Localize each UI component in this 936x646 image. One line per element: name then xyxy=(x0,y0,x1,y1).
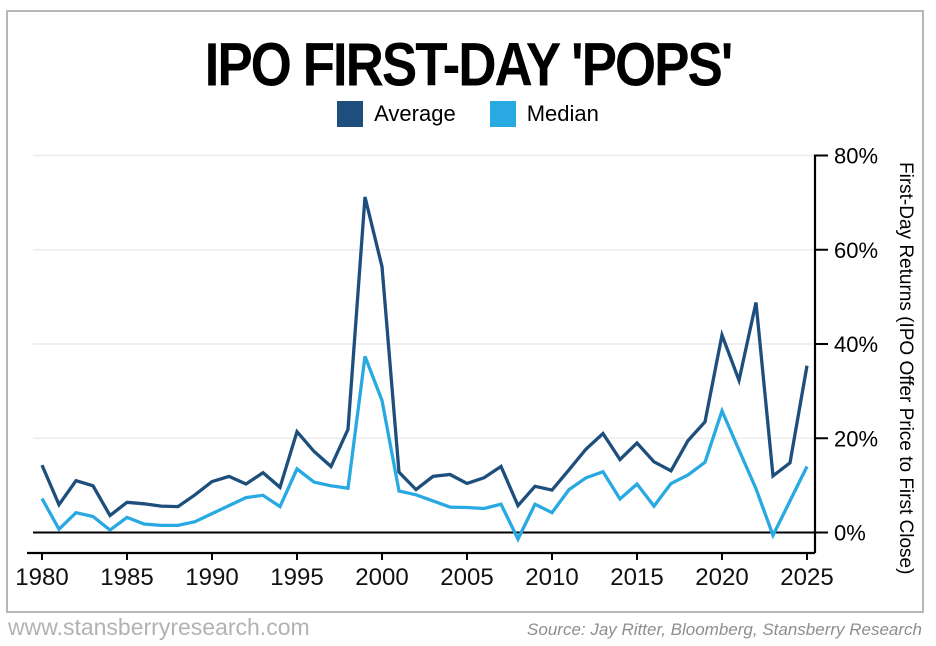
chart-card xyxy=(6,10,924,613)
average-swatch-icon xyxy=(337,101,364,127)
median-line xyxy=(40,355,809,543)
y-tick-label: 40% xyxy=(834,332,878,357)
legend: Average Median xyxy=(0,101,936,127)
y-tick-label: 80% xyxy=(834,144,878,169)
y-tick-label: 0% xyxy=(834,521,866,546)
legend-label-median: Median xyxy=(526,101,599,126)
footer-website: www.stansberryresearch.com xyxy=(8,614,310,640)
x-tick-label: 2015 xyxy=(610,564,663,591)
x-tick-label: 2000 xyxy=(355,564,408,591)
x-tick-label: 1980 xyxy=(15,564,68,591)
footer-source: Source: Jay Ritter, Bloomberg, Stansberr… xyxy=(527,620,922,639)
x-tick-label: 1995 xyxy=(270,564,323,591)
y-axis-title: First-Day Returns (IPO Offer Price to Fi… xyxy=(895,161,916,575)
x-tick-label: 1990 xyxy=(185,564,238,591)
y-tick-label: 20% xyxy=(834,426,878,451)
x-tick-label: 2025 xyxy=(780,564,833,591)
legend-label-average: Average xyxy=(374,101,456,126)
average-line xyxy=(40,196,809,518)
x-tick-label: 1985 xyxy=(100,564,153,591)
median-swatch-icon xyxy=(489,101,516,127)
legend-item-median: Median xyxy=(489,101,599,127)
x-tick-label: 2020 xyxy=(695,564,748,591)
y-tick-label: 60% xyxy=(834,238,878,263)
chart-title: IPO FIRST-DAY 'POPS' xyxy=(204,31,734,100)
legend-item-average: Average xyxy=(337,101,456,127)
x-tick-label: 2005 xyxy=(440,564,493,591)
x-tick-label: 2010 xyxy=(525,564,578,591)
